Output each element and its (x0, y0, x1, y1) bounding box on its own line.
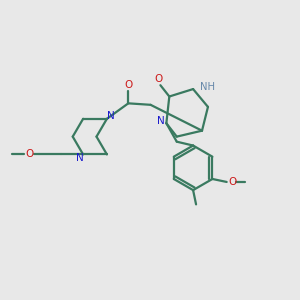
Text: NH: NH (200, 82, 214, 92)
Text: N: N (157, 116, 165, 126)
Text: O: O (124, 80, 132, 90)
Text: O: O (228, 177, 236, 187)
Text: O: O (25, 149, 33, 160)
Text: N: N (76, 153, 83, 163)
Text: N: N (106, 111, 114, 121)
Text: O: O (154, 74, 162, 84)
